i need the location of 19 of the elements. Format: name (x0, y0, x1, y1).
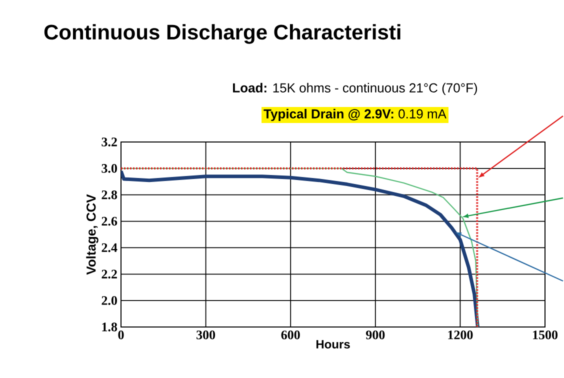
y-tick-label: 2.6 (102, 216, 118, 226)
x-tick-label: 1500 (533, 330, 558, 340)
y-axis-title: Voltage, CCV (86, 194, 98, 275)
x-tick-label: 900 (366, 330, 385, 340)
y-tick-label: 3.0 (102, 164, 117, 173)
y-tick-label: 2.8 (102, 190, 118, 200)
y-tick-label: 3.2 (102, 138, 117, 146)
x-axis-title: Hours (316, 340, 350, 349)
y-tick-label: 1.8 (102, 322, 118, 332)
x-tick-label: 0 (118, 330, 124, 340)
chart-subtitle: Load: 15K ohms - continuous 21°C (70°F) (233, 82, 478, 96)
text: Typical Drain @ 2.9V: 0.19 mA (264, 108, 446, 122)
chart-title: Continuous Discharge Characteristi (44, 24, 400, 44)
y-tick-label: 2.2 (102, 270, 117, 279)
x-tick-label: 1200 (448, 330, 473, 340)
y-tick-label: 2.0 (102, 296, 117, 305)
y-tick-label: 2.4 (102, 243, 118, 252)
x-tick-label: 300 (196, 330, 216, 340)
x-tick-label: 600 (281, 330, 300, 340)
